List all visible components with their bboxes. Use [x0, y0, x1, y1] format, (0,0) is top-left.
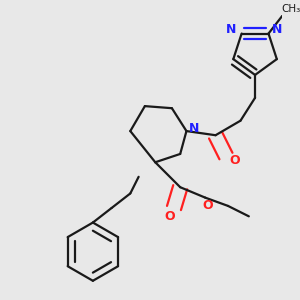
Text: N: N	[272, 23, 282, 36]
Text: O: O	[229, 154, 240, 167]
Text: N: N	[188, 122, 199, 136]
Text: O: O	[202, 200, 213, 212]
Text: O: O	[164, 210, 175, 223]
Text: CH₃: CH₃	[282, 4, 300, 14]
Text: N: N	[226, 23, 236, 36]
